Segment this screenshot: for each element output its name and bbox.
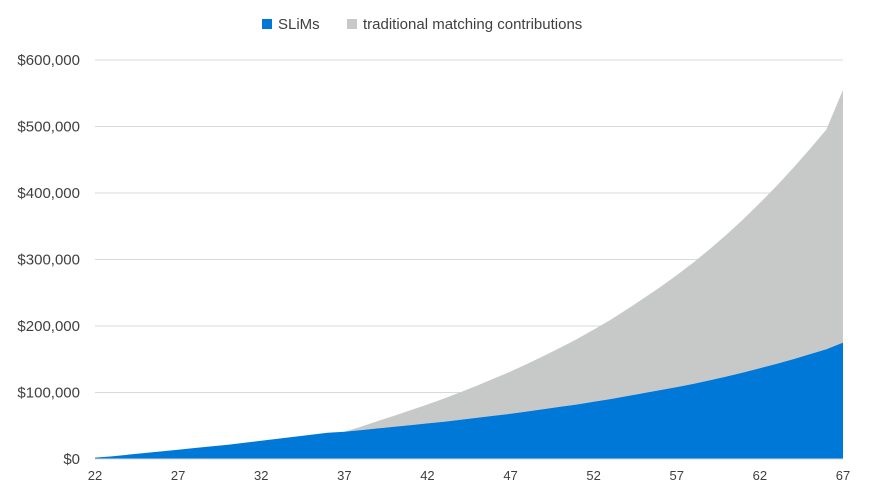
x-tick-label: 52 <box>586 468 600 483</box>
legend-swatch <box>262 19 272 29</box>
x-tick-label: 27 <box>171 468 185 483</box>
y-tick-label: $500,000 <box>17 119 80 136</box>
series-area-traditional-matching-contributions <box>95 89 843 458</box>
x-tick-label: 37 <box>337 468 351 483</box>
series-area-slims <box>95 342 843 459</box>
x-tick-label: 42 <box>420 468 434 483</box>
y-tick-label: $600,000 <box>17 52 80 69</box>
x-tick-label: 62 <box>753 468 767 483</box>
legend-item-slims: SLiMs <box>262 16 320 33</box>
y-axis-ticks: $0 $100,000 $200,000 $300,000 $400,000 $500,0… <box>17 52 80 468</box>
y-tick-label: $300,000 <box>17 252 80 269</box>
x-tick-label: 22 <box>88 468 102 483</box>
x-tick-label: 57 <box>670 468 684 483</box>
y-tick-label: $400,000 <box>17 185 80 202</box>
legend-label: traditional matching contributions <box>363 16 582 33</box>
legend-label: SLiMs <box>278 16 320 33</box>
legend-item-traditional-matching-contributions: traditional matching contributions <box>347 16 582 33</box>
y-tick-label: $200,000 <box>17 318 80 335</box>
legend: SLiMs traditional matching contributions <box>262 16 582 33</box>
y-tick-label: $100,000 <box>17 385 80 402</box>
y-tick-label: $0 <box>63 451 80 468</box>
areas <box>95 89 843 459</box>
x-tick-label: 47 <box>503 468 517 483</box>
x-tick-label: 67 <box>836 468 850 483</box>
x-axis-ticks: 22 27 32 37 42 47 52 57 62 67 <box>88 468 850 483</box>
x-tick-label: 32 <box>254 468 268 483</box>
legend-swatch <box>347 19 357 29</box>
